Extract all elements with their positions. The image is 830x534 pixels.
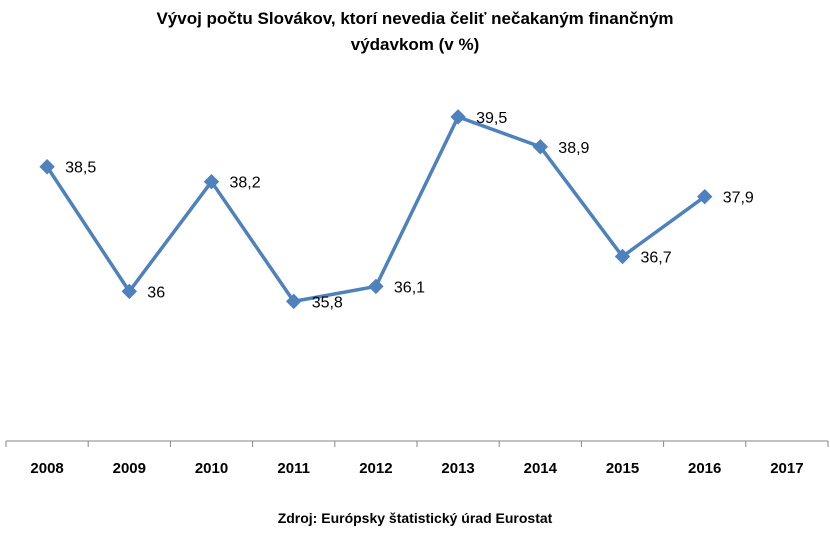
chart-source: Zdroj: Európsky štatistický úrad Eurosta… <box>277 510 553 526</box>
data-label: 37,9 <box>723 190 754 207</box>
data-point-marker <box>368 278 384 295</box>
chart-title: Vývoj počtu Slovákov, ktorí nevedia čeli… <box>0 6 830 58</box>
chart-title-line-2: výdavkom (v %) <box>350 35 480 54</box>
data-point-marker <box>39 159 55 175</box>
data-point-marker <box>203 173 220 190</box>
data-label: 36,7 <box>641 249 672 266</box>
data-label: 38,5 <box>65 160 96 177</box>
data-point-marker <box>121 283 138 300</box>
data-label: 36 <box>147 284 165 301</box>
data-label: 38,2 <box>230 175 261 192</box>
x-tick-label: 2011 <box>277 460 310 477</box>
x-tick-label: 2013 <box>441 460 474 477</box>
x-tick-label: 2010 <box>195 460 228 477</box>
data-point-marker <box>532 139 549 155</box>
x-tick-label: 2012 <box>359 460 392 477</box>
data-label: 35,8 <box>312 294 343 311</box>
x-tick-label: 2009 <box>113 460 146 477</box>
x-tick-label: 2016 <box>688 460 721 477</box>
data-point-marker <box>285 293 302 310</box>
x-tick-label: 2014 <box>524 460 558 477</box>
data-label: 36,1 <box>394 279 425 296</box>
data-label: 38,9 <box>558 140 589 157</box>
x-tick-label: 2008 <box>30 460 63 477</box>
x-tick-label: 2015 <box>606 460 639 477</box>
x-tick-label: 2017 <box>770 460 803 477</box>
series-line <box>45 115 706 304</box>
data-point-marker <box>696 188 713 205</box>
chart-title-line-1: Vývoj počtu Slovákov, ktorí nevedia čeli… <box>156 9 674 28</box>
data-point-marker <box>614 248 631 265</box>
data-point-marker <box>450 109 466 125</box>
data-label: 39,5 <box>476 110 507 127</box>
